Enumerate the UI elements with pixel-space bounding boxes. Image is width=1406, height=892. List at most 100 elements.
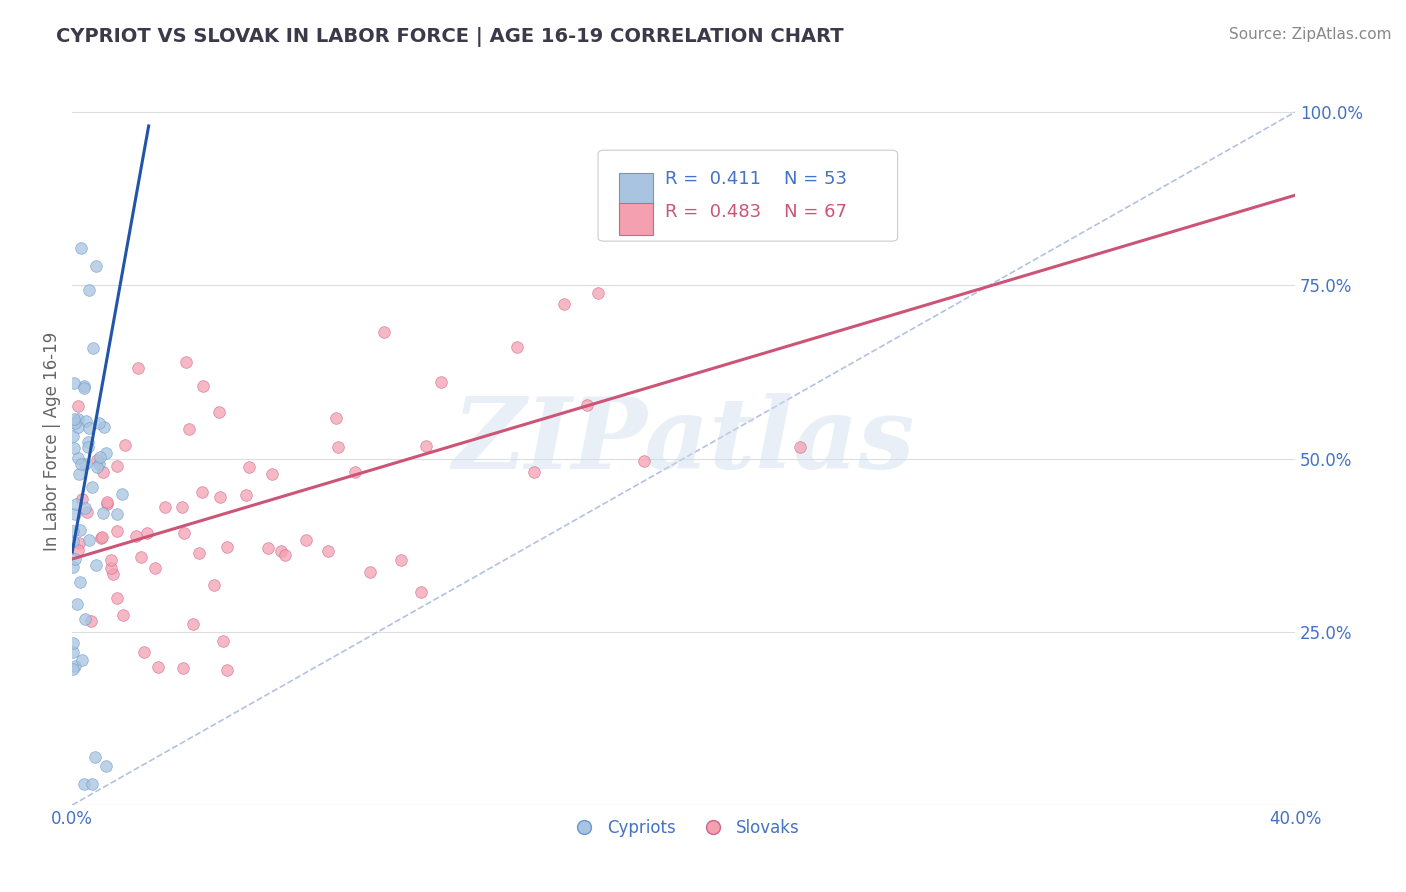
Text: Source: ZipAtlas.com: Source: ZipAtlas.com [1229, 27, 1392, 42]
Point [62, 644, 84, 658]
Y-axis label: In Labor Force | Age 16-19: In Labor Force | Age 16-19 [44, 332, 60, 551]
Point [105, 459, 128, 474]
Point [215, 663, 238, 677]
Point [328, 440, 350, 454]
Point [62, 560, 84, 574]
Point [63, 507, 86, 521]
Point [89, 417, 111, 431]
Point [69, 523, 91, 537]
Point [143, 561, 166, 575]
Point [77, 440, 100, 454]
Point [633, 453, 655, 467]
Point [67, 542, 90, 557]
Point [553, 297, 575, 311]
Point [67, 535, 90, 549]
Point [411, 585, 433, 599]
FancyBboxPatch shape [598, 150, 897, 241]
Point [235, 488, 257, 502]
Text: R =  0.483    N = 67: R = 0.483 N = 67 [665, 203, 848, 221]
Point [318, 543, 340, 558]
Point [73, 777, 96, 791]
Point [63, 416, 86, 430]
Point [344, 465, 367, 479]
Point [84, 749, 107, 764]
Point [63, 412, 86, 426]
Point [100, 552, 122, 566]
Point [415, 439, 437, 453]
Point [65, 659, 87, 673]
Point [76, 505, 98, 519]
Point [181, 616, 204, 631]
Point [86, 460, 108, 475]
Point [96, 495, 118, 509]
Point [212, 634, 235, 648]
Point [238, 460, 260, 475]
Point [91, 530, 114, 544]
Point [91, 506, 114, 520]
Point [77, 283, 100, 297]
Point [93, 419, 115, 434]
Point [172, 500, 194, 515]
Point [389, 552, 412, 566]
Point [191, 484, 214, 499]
Point [260, 467, 283, 481]
Point [62, 429, 84, 443]
Point [62, 661, 84, 675]
Point [69, 241, 91, 255]
Point [148, 659, 170, 673]
Point [359, 565, 381, 579]
Point [576, 398, 599, 412]
Point [506, 340, 529, 354]
Point [62, 534, 84, 549]
Point [80, 614, 103, 628]
Point [114, 438, 136, 452]
Point [82, 342, 104, 356]
Point [208, 404, 231, 418]
Point [172, 661, 194, 675]
Point [89, 457, 111, 471]
Point [173, 526, 195, 541]
Point [373, 325, 395, 339]
Text: ZIPatlas: ZIPatlas [453, 393, 915, 490]
Point [429, 375, 451, 389]
Point [70, 491, 93, 506]
Point [77, 533, 100, 548]
Point [100, 561, 122, 575]
Point [90, 531, 112, 545]
Point [73, 378, 96, 392]
Point [105, 524, 128, 538]
Point [96, 497, 118, 511]
Point [136, 526, 159, 541]
Point [75, 414, 97, 428]
Point [131, 550, 153, 565]
Point [274, 548, 297, 562]
Point [155, 500, 177, 514]
Point [62, 524, 84, 538]
Point [66, 420, 89, 434]
Point [80, 480, 103, 494]
Point [127, 361, 149, 376]
Point [191, 378, 214, 392]
Point [789, 440, 811, 454]
Point [84, 260, 107, 274]
Point [105, 591, 128, 605]
Point [188, 546, 211, 560]
Point [256, 541, 278, 556]
Point [94, 446, 117, 460]
Point [62, 376, 84, 391]
Point [111, 487, 134, 501]
Point [94, 758, 117, 772]
Point [70, 457, 93, 471]
Point [79, 421, 101, 435]
FancyBboxPatch shape [619, 203, 652, 235]
Point [89, 450, 111, 464]
Point [586, 286, 609, 301]
Point [209, 490, 232, 504]
Point [80, 777, 103, 791]
Point [124, 529, 146, 543]
Point [75, 458, 97, 472]
Point [62, 636, 84, 650]
Point [69, 574, 91, 589]
Point [63, 552, 86, 566]
Point [73, 500, 96, 515]
